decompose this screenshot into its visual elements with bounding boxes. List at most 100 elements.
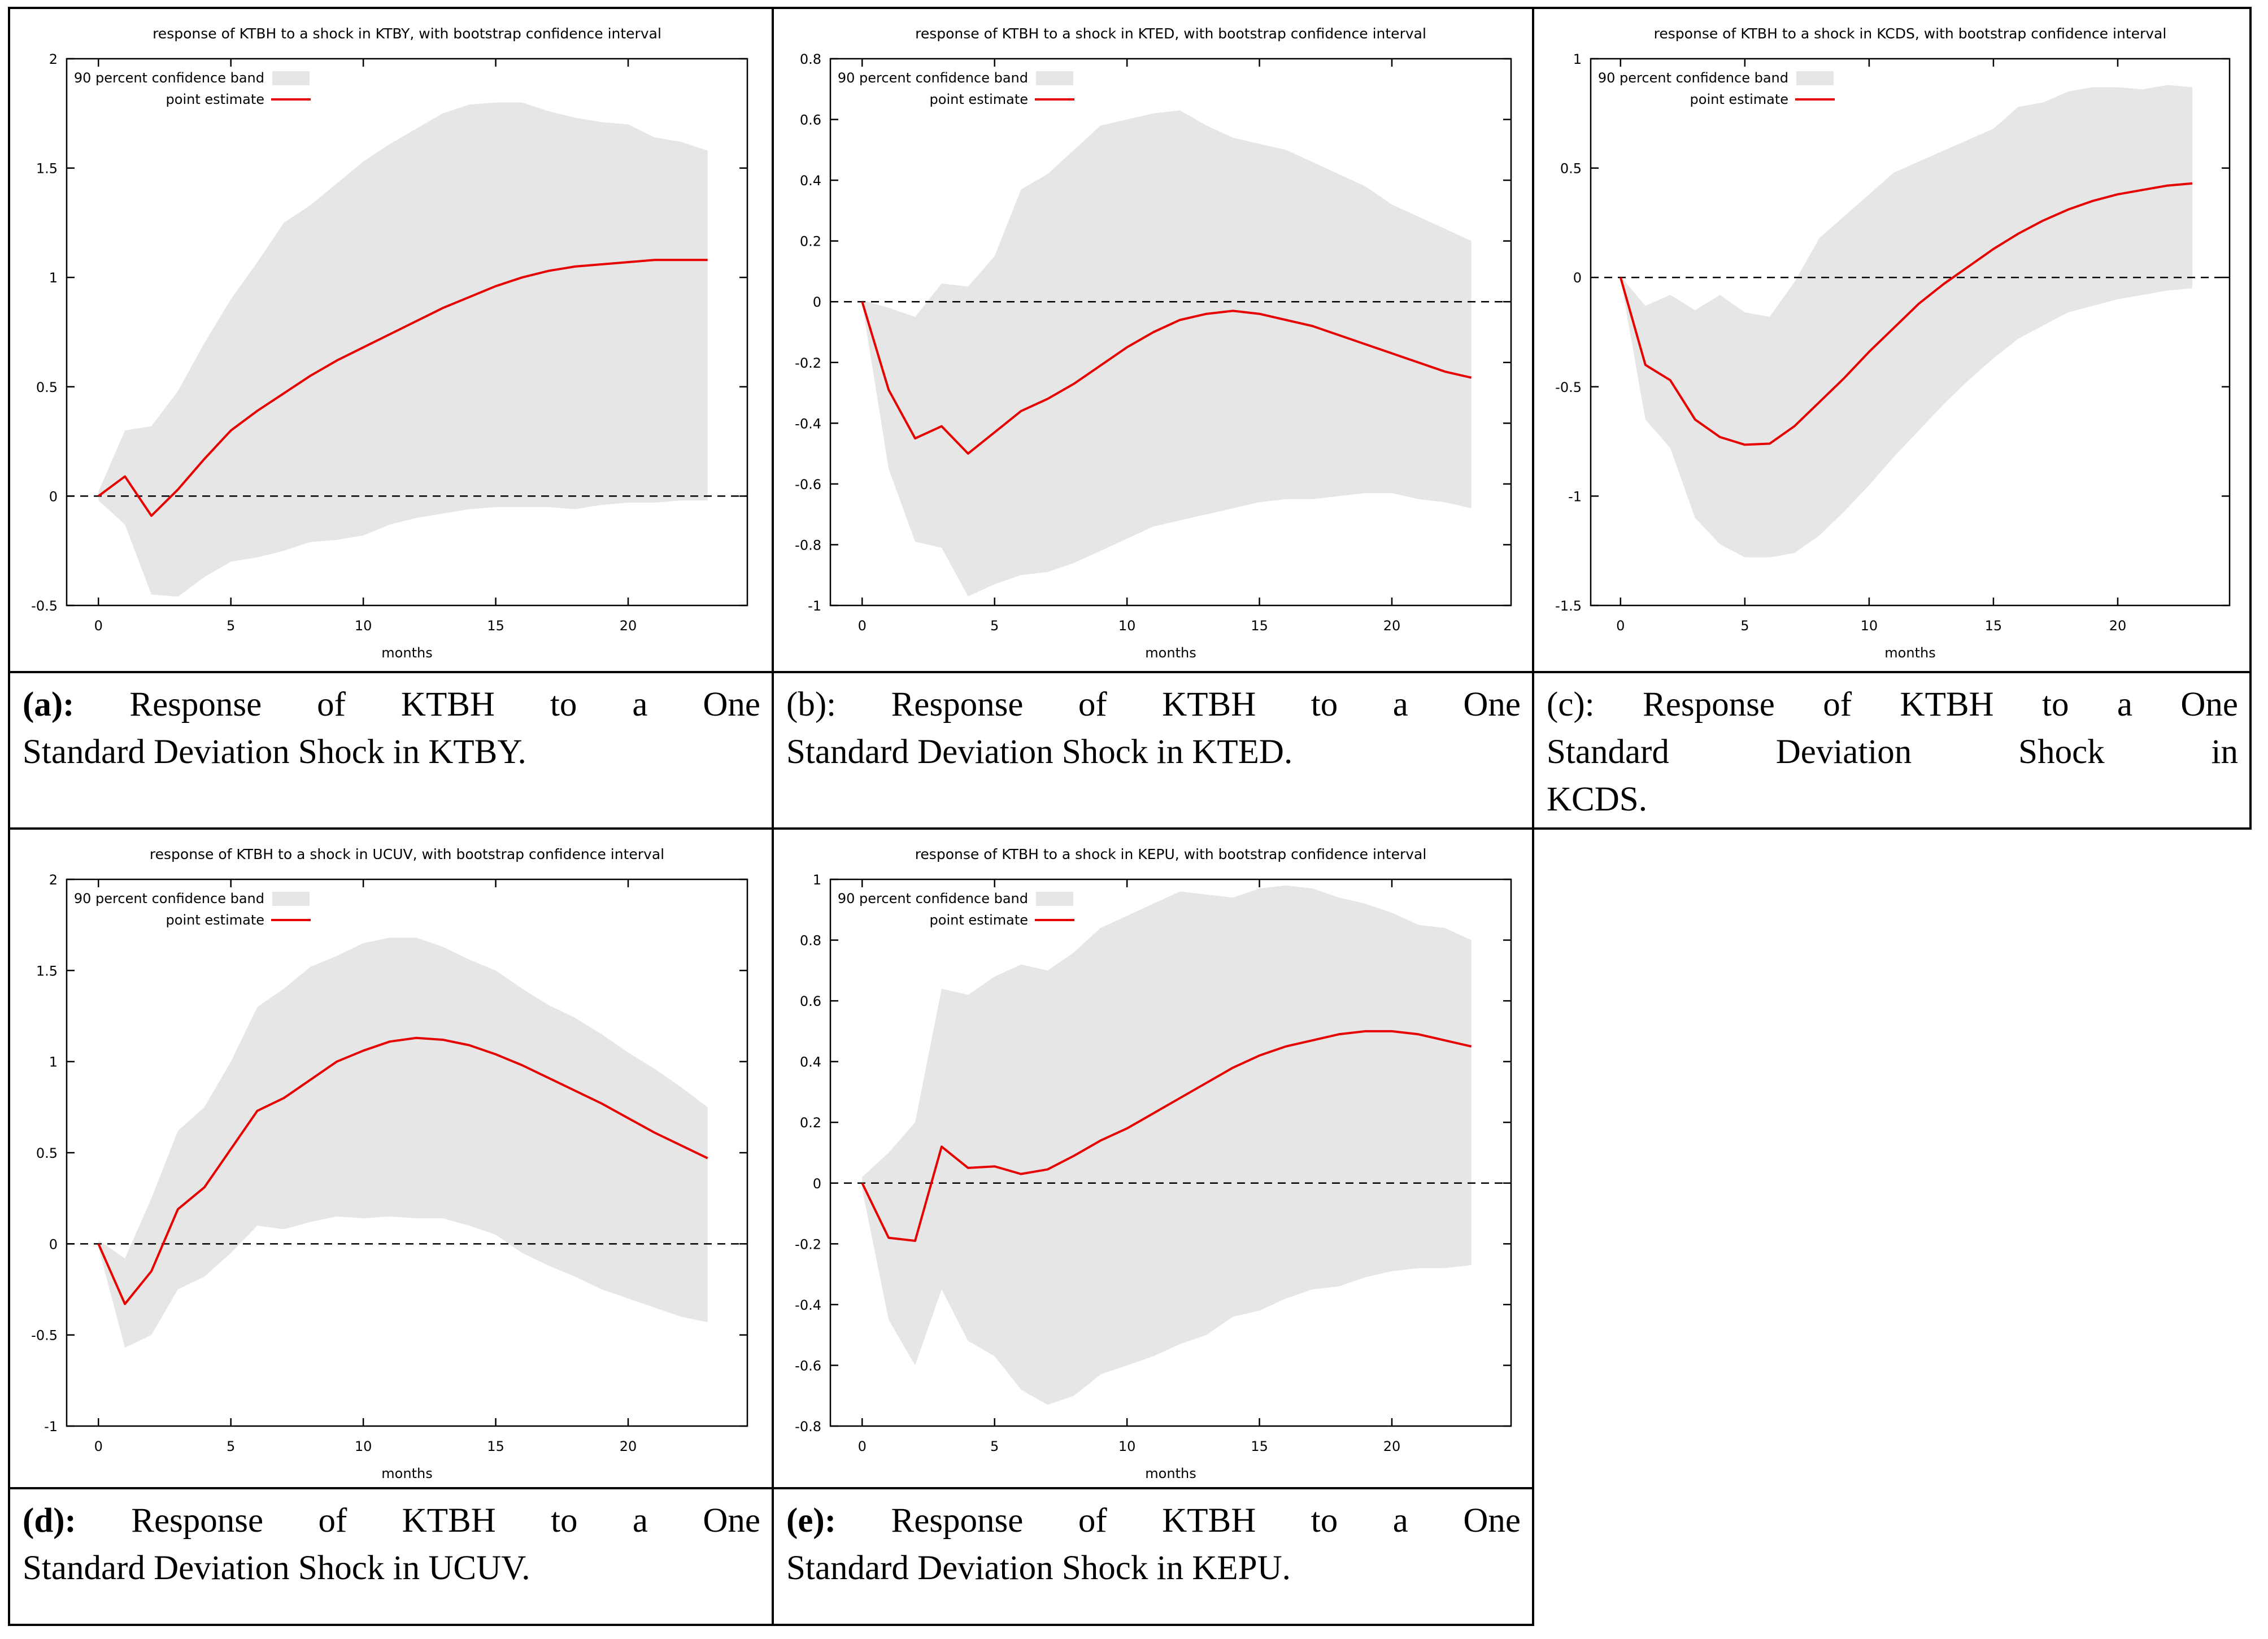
y-tick-label: 1 (49, 270, 58, 286)
x-axis-label: months (1145, 645, 1196, 661)
x-tick-label: 0 (1616, 618, 1625, 634)
legend-band-swatch (272, 71, 310, 85)
y-tick-label: -0.5 (31, 1328, 58, 1344)
x-tick-label: 10 (355, 618, 372, 634)
y-tick-label: 0.5 (36, 380, 58, 395)
x-tick-label: 5 (227, 1439, 235, 1454)
legend-line-label: point estimate (930, 912, 1028, 928)
caption-label: (b): (786, 686, 837, 723)
figure-table: 0 5 10 15 20 -0.5 0 0.5 1 1.5 2 response of KTBH to… (8, 7, 2252, 1626)
caption-c: (c): Response of KTBH to a One Standard D… (1534, 673, 2252, 830)
chart-cell-d: 0 5 10 15 20 -1 -0.5 0 0.5 1 1.5 2 response of KTBH … (10, 830, 774, 1489)
y-tick-label: 0.2 (800, 234, 821, 250)
irf-chart-ucuv: 0 5 10 15 20 -1 -0.5 0 0.5 1 1.5 2 response of KTBH … (31, 846, 748, 1481)
point-estimate-line (97, 1036, 708, 1305)
y-tick-label: 2 (49, 51, 58, 67)
caption-e: (e): Response of KTBH to a One Standard D… (774, 1489, 1534, 1626)
legend-band-label: 90 percent confidence band (1598, 70, 1788, 86)
y-tick-label: 0.4 (800, 173, 821, 189)
x-tick-label: 0 (858, 1439, 867, 1454)
caption-line: Standard Deviation Shock in KTED. (786, 733, 1293, 771)
y-tick-label: -0.2 (795, 1236, 821, 1252)
caption-line: (b): Response of KTBH to a One (786, 686, 1521, 723)
caption-line: (d): Response of KTBH to a One (23, 1502, 760, 1540)
caption-b: (b): Response of KTBH to a One Standard D… (774, 673, 1534, 830)
legend-band-swatch (1036, 71, 1073, 85)
plot-box (829, 58, 1512, 607)
chart-cell-e: 0 5 10 15 20 -0.8 -0.6 -0.4 -0.2 0 0.2 0.4 0.6 0.8 1 re… (774, 830, 1534, 1489)
y-tick-label: 0.5 (36, 1145, 58, 1161)
y-tick-label: 0 (1573, 270, 1582, 286)
legend-line-label: point estimate (166, 912, 264, 928)
y-tick-label: 1 (49, 1054, 58, 1070)
plot-title: response of KTBH to a shock in UCUV, wit… (150, 846, 664, 862)
y-tick-label: 0 (813, 294, 821, 310)
legend-band-label: 90 percent confidence band (838, 891, 1028, 906)
x-tick-label: 15 (487, 1439, 504, 1454)
x-axis-label: months (1145, 1466, 1196, 1481)
legend-band-label: 90 percent confidence band (74, 891, 264, 906)
caption-label: (e): (786, 1502, 837, 1540)
caption-line: (c): Response of KTBH to a One (1547, 686, 2238, 723)
y-tick-label: 2 (49, 872, 58, 888)
x-tick-label: 0 (94, 1439, 103, 1454)
empty-cell-row3 (1534, 830, 2252, 1489)
plot-box (829, 878, 1512, 1427)
caption-label: (a): (23, 686, 75, 723)
y-tick-label: 0.6 (800, 993, 821, 1009)
x-tick-label: 20 (620, 1439, 637, 1454)
x-tick-label: 20 (1383, 618, 1401, 634)
x-tick-label: 0 (858, 618, 867, 634)
irf-chart-kepu: 0 5 10 15 20 -0.8 -0.6 -0.4 -0.2 0 0.2 0.4 0.6 0.8 1 re… (795, 846, 1512, 1481)
legend-band-label: 90 percent confidence band (838, 70, 1028, 86)
legend-band-swatch (272, 892, 310, 906)
y-tick-label: 1 (813, 872, 821, 888)
y-tick-label: -0.8 (795, 537, 821, 553)
y-tick-label: -1 (1568, 489, 1582, 504)
y-tick-label: -0.5 (31, 598, 58, 614)
caption-label: (c): (1547, 686, 1595, 723)
legend-line-label: point estimate (930, 91, 1028, 107)
y-tick-label: 1 (1573, 51, 1582, 67)
x-tick-label: 15 (487, 618, 504, 634)
x-tick-label: 10 (355, 1439, 372, 1454)
y-tick-label: -1 (808, 598, 821, 614)
y-tick-label: 0.6 (800, 112, 821, 128)
y-tick-label: 1.5 (36, 161, 58, 177)
x-tick-label: 10 (1118, 618, 1136, 634)
y-tick-label: -0.4 (795, 1297, 821, 1313)
y-tick-label: -0.6 (795, 477, 821, 492)
confidence-band (98, 938, 708, 1348)
caption-d: (d): Response of KTBH to a One Standard D… (10, 1489, 774, 1626)
x-tick-label: 15 (1251, 618, 1268, 634)
y-tick-label: 0.5 (1560, 161, 1582, 177)
y-tick-label: 0.2 (800, 1115, 821, 1131)
irf-chart-kcds: 0 5 10 15 20 -1.5 -1 -0.5 0 0.5 1 response of KTBH … (1555, 25, 2231, 661)
x-tick-label: 20 (2109, 618, 2127, 634)
y-tick-label: -1 (44, 1419, 58, 1435)
x-tick-label: 5 (227, 618, 235, 634)
caption-line: (e): Response of KTBH to a One (786, 1502, 1521, 1540)
confidence-band (862, 110, 1472, 596)
caption-line: Standard Deviation Shock in (1547, 733, 2238, 771)
irf-chart-kted: 0 5 10 15 20 -1 -0.8 -0.6 -0.4 -0.2 0 0.2 0.4 0.6 0.8 r… (795, 25, 1512, 661)
x-axis-label: months (381, 1466, 432, 1481)
caption-line: KCDS. (1547, 781, 1647, 818)
point-estimate-line (98, 259, 708, 517)
y-tick-label: 1.5 (36, 963, 58, 979)
plot-title: response of KTBH to a shock in KCDS, wit… (1654, 25, 2167, 42)
point-estimate-line (861, 301, 1472, 455)
y-tick-label: 0.4 (800, 1054, 821, 1070)
irf-chart-ktby: 0 5 10 15 20 -0.5 0 0.5 1 1.5 2 response of KTBH to… (31, 25, 748, 661)
legend-band-label: 90 percent confidence band (74, 70, 264, 86)
caption-label: (d): (23, 1502, 76, 1540)
y-tick-label: -0.4 (795, 416, 821, 431)
y-tick-label: -1.5 (1555, 598, 1582, 614)
x-tick-label: 5 (990, 618, 999, 634)
y-tick-label: 0.8 (800, 933, 821, 949)
caption-line: Standard Deviation Shock in UCUV. (23, 1549, 530, 1587)
plot-title: response of KTBH to a shock in KEPU, wit… (915, 846, 1427, 862)
y-tick-label: 0 (49, 1236, 58, 1252)
chart-cell-a: 0 5 10 15 20 -0.5 0 0.5 1 1.5 2 response of KTBH to… (10, 9, 774, 673)
plot-box (66, 58, 748, 607)
